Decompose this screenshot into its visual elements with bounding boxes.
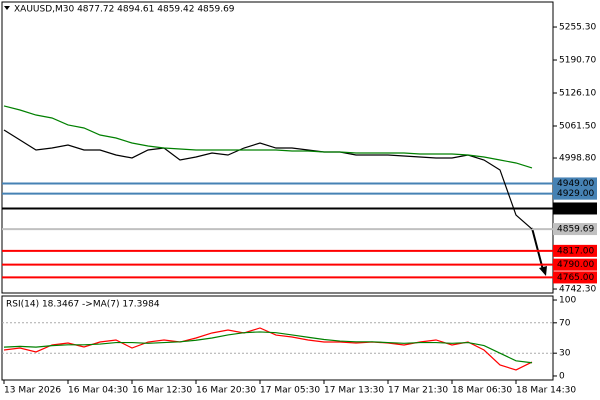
- level-label-box: [553, 202, 597, 215]
- x-tick-label: 17 Mar 05:30: [260, 386, 320, 396]
- y-tick-label: 5061.50: [559, 121, 596, 131]
- x-tick-label: 13 Mar 2026: [4, 386, 61, 396]
- series-line: [3, 331, 533, 364]
- chart-title: XAUUSD,M30 4877.72 4894.61 4859.42 4859.…: [14, 5, 235, 15]
- x-tick-label: 18 Mar 14:30: [516, 386, 576, 396]
- y-tick-label: 5255.30: [559, 23, 596, 33]
- menu-triangle: [4, 6, 10, 10]
- y-tick-label: 5126.10: [559, 89, 596, 99]
- level-label-box: [553, 187, 597, 200]
- level-label: 4929.00: [557, 189, 594, 199]
- y-tick-label: 100: [559, 296, 576, 306]
- level-label: 4817.00: [557, 246, 594, 256]
- series-line: [3, 105, 533, 169]
- main-panel: [1, 1, 554, 294]
- level-label-box: [553, 258, 597, 271]
- level-label: 4949.00: [557, 179, 594, 189]
- y-tick-label: 5190.70: [559, 56, 596, 66]
- x-tick-label: 16 Mar 20:30: [196, 386, 256, 396]
- y-tick-label: 0: [559, 371, 565, 381]
- level-label: 4790.00: [557, 260, 594, 270]
- x-tick-label: 16 Mar 04:30: [68, 386, 128, 396]
- y-tick-label: 70: [559, 318, 571, 328]
- y-tick-label: 30: [559, 349, 571, 359]
- x-tick-label: 17 Mar 21:30: [388, 386, 448, 396]
- arrow: [531, 227, 544, 271]
- level-label: 4859.69: [557, 225, 594, 235]
- y-tick-label: 4742.30: [559, 285, 596, 295]
- series-line: [3, 327, 533, 371]
- level-label: 4900.00: [557, 204, 594, 214]
- level-label-box: [553, 177, 597, 190]
- level-label-box: [553, 244, 597, 257]
- rsi-panel: [1, 295, 554, 381]
- level-label: 4765.00: [557, 273, 594, 283]
- rsi-title: RSI(14) 18.3467 ->MA(7) 17.3984: [6, 300, 160, 310]
- x-tick-label: 18 Mar 06:30: [452, 386, 512, 396]
- x-tick-label: 17 Mar 13:30: [324, 386, 384, 396]
- level-label-box: [553, 271, 597, 284]
- series-line: [3, 129, 533, 230]
- level-label-box: [553, 223, 597, 236]
- arrow-head: [539, 266, 547, 276]
- y-tick-label: 4998.80: [559, 154, 596, 164]
- x-tick-label: 16 Mar 12:30: [132, 386, 192, 396]
